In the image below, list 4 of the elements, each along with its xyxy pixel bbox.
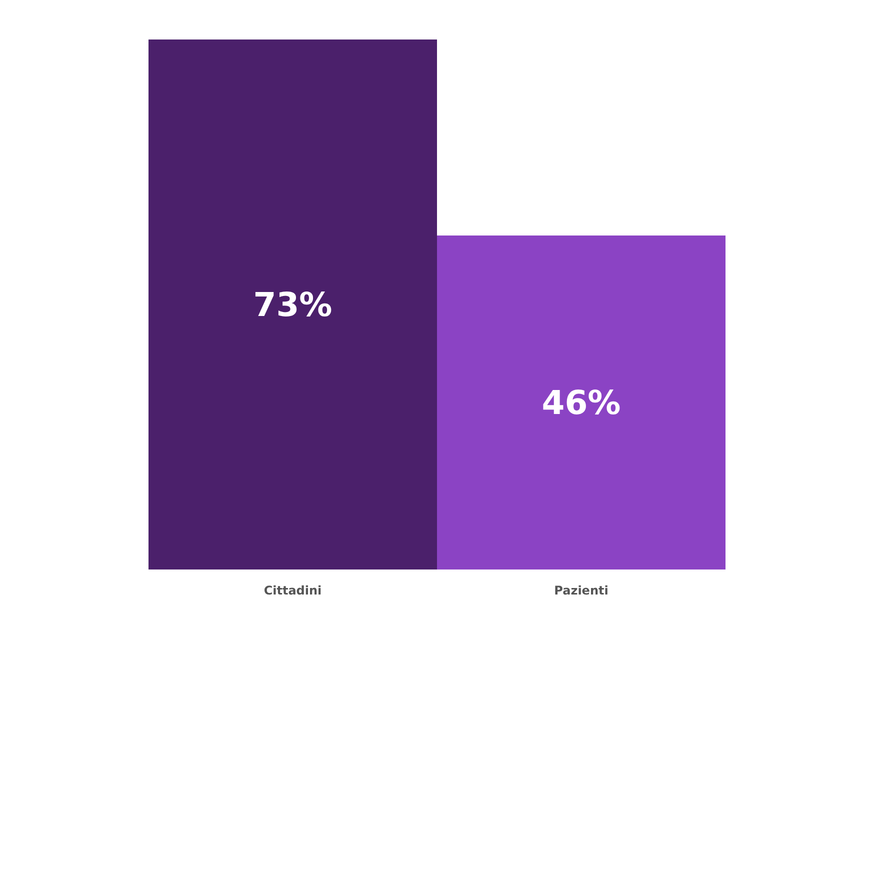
data-label: 73% — [253, 285, 332, 324]
x-tick-label: Cittadini — [264, 584, 322, 598]
x-tick-label: Pazienti — [554, 584, 608, 598]
data-label: 46% — [542, 383, 621, 422]
